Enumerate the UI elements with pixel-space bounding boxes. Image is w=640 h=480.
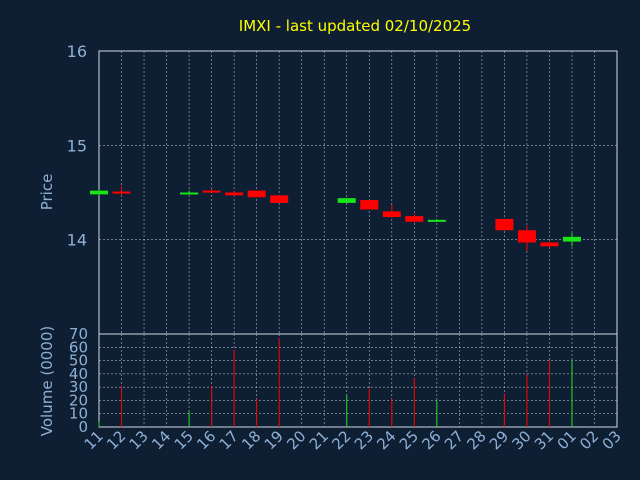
candle-body bbox=[495, 218, 514, 231]
candle-body bbox=[180, 192, 199, 195]
candle-body bbox=[562, 236, 581, 242]
volume-tick-label: 50 bbox=[69, 352, 88, 370]
candle-body bbox=[405, 216, 424, 222]
candle-body bbox=[90, 190, 108, 195]
candle-body bbox=[382, 211, 401, 218]
price-panel: 14 15 16 bbox=[67, 42, 618, 335]
volume-axis-label: Volume (0000) bbox=[38, 326, 56, 436]
candle-body bbox=[112, 191, 131, 194]
x-axis-label: Day bbox=[334, 460, 362, 476]
volume-tick-label: 60 bbox=[69, 338, 88, 356]
candle-body bbox=[225, 192, 244, 196]
candle-body bbox=[540, 242, 559, 247]
volume-tick-label: 30 bbox=[69, 378, 88, 396]
candle-body bbox=[517, 230, 536, 243]
volume-tick-label: 40 bbox=[69, 365, 88, 383]
candle-body bbox=[427, 219, 446, 222]
volume-tick-label: 70 bbox=[69, 325, 88, 343]
candle-body bbox=[337, 198, 356, 203]
candle-body bbox=[360, 200, 379, 210]
volume-panel-frame bbox=[98, 333, 618, 428]
volume-tick-label: 20 bbox=[69, 391, 88, 409]
price-tick-label: 15 bbox=[67, 136, 87, 155]
price-axis-label: Price bbox=[38, 174, 56, 211]
price-tick-label: 14 bbox=[67, 231, 87, 250]
candle-body bbox=[202, 190, 221, 193]
volume-tick-label: 10 bbox=[69, 405, 88, 423]
candle-body bbox=[270, 195, 289, 203]
price-tick-label: 16 bbox=[67, 42, 87, 61]
volume-tick-label: 0 bbox=[78, 418, 88, 436]
candle-body bbox=[247, 190, 266, 198]
chart-title: IMXI - last updated 02/10/2025 bbox=[239, 17, 471, 35]
